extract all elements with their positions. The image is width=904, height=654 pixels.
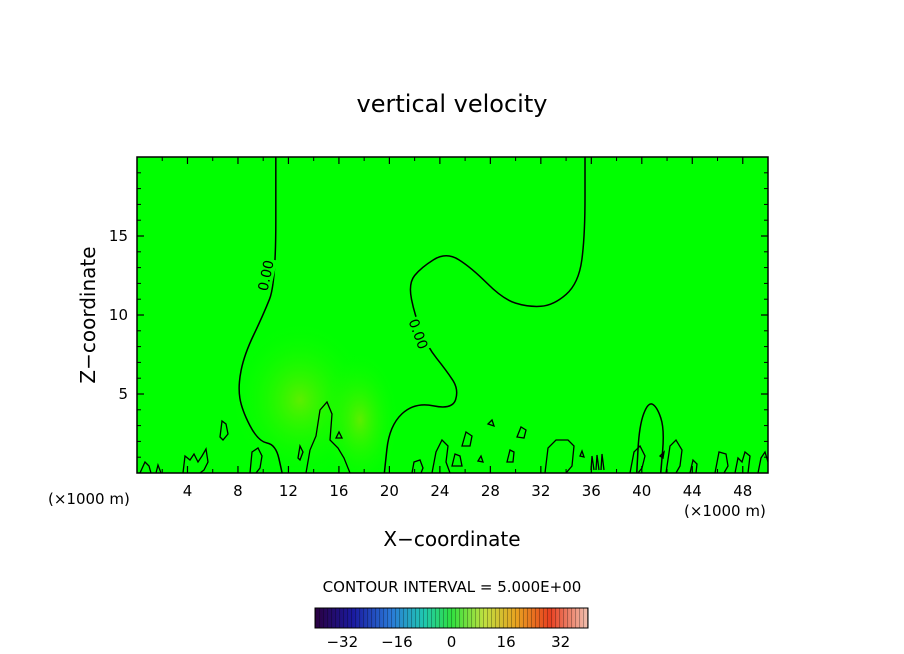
colorbar-bands xyxy=(315,608,588,628)
x-tick-label: 44 xyxy=(683,482,702,500)
contour-label-bg xyxy=(254,257,278,294)
x-tick-label: 20 xyxy=(380,482,399,500)
noise-contour xyxy=(305,400,351,473)
x-tick-label: 8 xyxy=(233,482,243,500)
x-tick-label: 36 xyxy=(582,482,601,500)
colorbar-tick-label: 16 xyxy=(497,633,516,651)
x-tick-label: 24 xyxy=(430,482,449,500)
noise-contour xyxy=(689,458,698,473)
colorbar-tick-label: −16 xyxy=(381,633,413,651)
noise-contour xyxy=(665,438,683,473)
x-tick-label: 40 xyxy=(632,482,651,500)
noise-contour xyxy=(411,459,424,473)
noise-contour xyxy=(516,426,527,439)
noise-contour xyxy=(476,454,484,463)
x-axis-label: X−coordinate xyxy=(383,527,520,551)
noise-contour xyxy=(544,439,575,473)
x-tick-label: 28 xyxy=(481,482,500,500)
noise-contour xyxy=(155,462,162,473)
chart-title: vertical velocity xyxy=(357,90,548,118)
colorbar-tick-label: −32 xyxy=(326,633,358,651)
zero-contour-center xyxy=(383,157,586,473)
y-tick-label: 5 xyxy=(118,385,128,403)
colorbar-frame xyxy=(314,607,589,629)
y-tick-label: 10 xyxy=(109,306,128,324)
x-unit-right: (×1000 m) xyxy=(684,502,766,520)
contour-interval-text: CONTOUR INTERVAL = 5.000E+00 xyxy=(323,578,582,596)
colorbar-tick-label: 0 xyxy=(447,633,457,651)
noise-contour xyxy=(431,438,451,473)
contour-label-bg xyxy=(405,315,432,353)
low-level-noise-contours xyxy=(139,400,768,473)
plot-background xyxy=(137,157,768,473)
noise-contour xyxy=(714,451,729,473)
colorbar-tick-label: 32 xyxy=(551,633,570,651)
noise-contour xyxy=(334,430,344,439)
plot-area: 0.000.00 xyxy=(109,156,769,500)
noise-contour xyxy=(297,443,304,462)
x-tick-label: 12 xyxy=(279,482,298,500)
warm-patches xyxy=(230,320,400,473)
noise-contour xyxy=(139,460,152,473)
colorbar: −32 −16 0 16 32 xyxy=(314,607,589,651)
x-tick-label: 32 xyxy=(531,482,550,500)
contour-label: 0.00 xyxy=(256,259,278,293)
zero-contour-left xyxy=(238,157,283,473)
x-unit-left: (×1000 m) xyxy=(48,490,130,508)
noise-contour xyxy=(658,450,665,460)
noise-contour xyxy=(182,447,209,473)
x-tick-label: 16 xyxy=(329,482,348,500)
noise-contour xyxy=(249,447,263,473)
noise-contour xyxy=(506,449,515,463)
x-tick-label: 4 xyxy=(183,482,193,500)
noise-contour xyxy=(486,418,496,428)
warm-patch xyxy=(320,350,400,473)
y-tick-label: 15 xyxy=(109,227,128,245)
noise-contour xyxy=(579,449,585,458)
zero-contour-right-bump xyxy=(636,403,664,473)
colorbar-tick-labels: −32 −16 0 16 32 xyxy=(326,633,570,651)
noise-contour xyxy=(461,430,473,447)
noise-contour xyxy=(734,450,751,473)
y-axis-label: Z−coordinate xyxy=(76,246,100,383)
noise-contour xyxy=(451,453,463,467)
x-tick-label: 48 xyxy=(733,482,752,500)
noise-contour xyxy=(219,419,229,441)
noise-contour xyxy=(590,453,605,471)
